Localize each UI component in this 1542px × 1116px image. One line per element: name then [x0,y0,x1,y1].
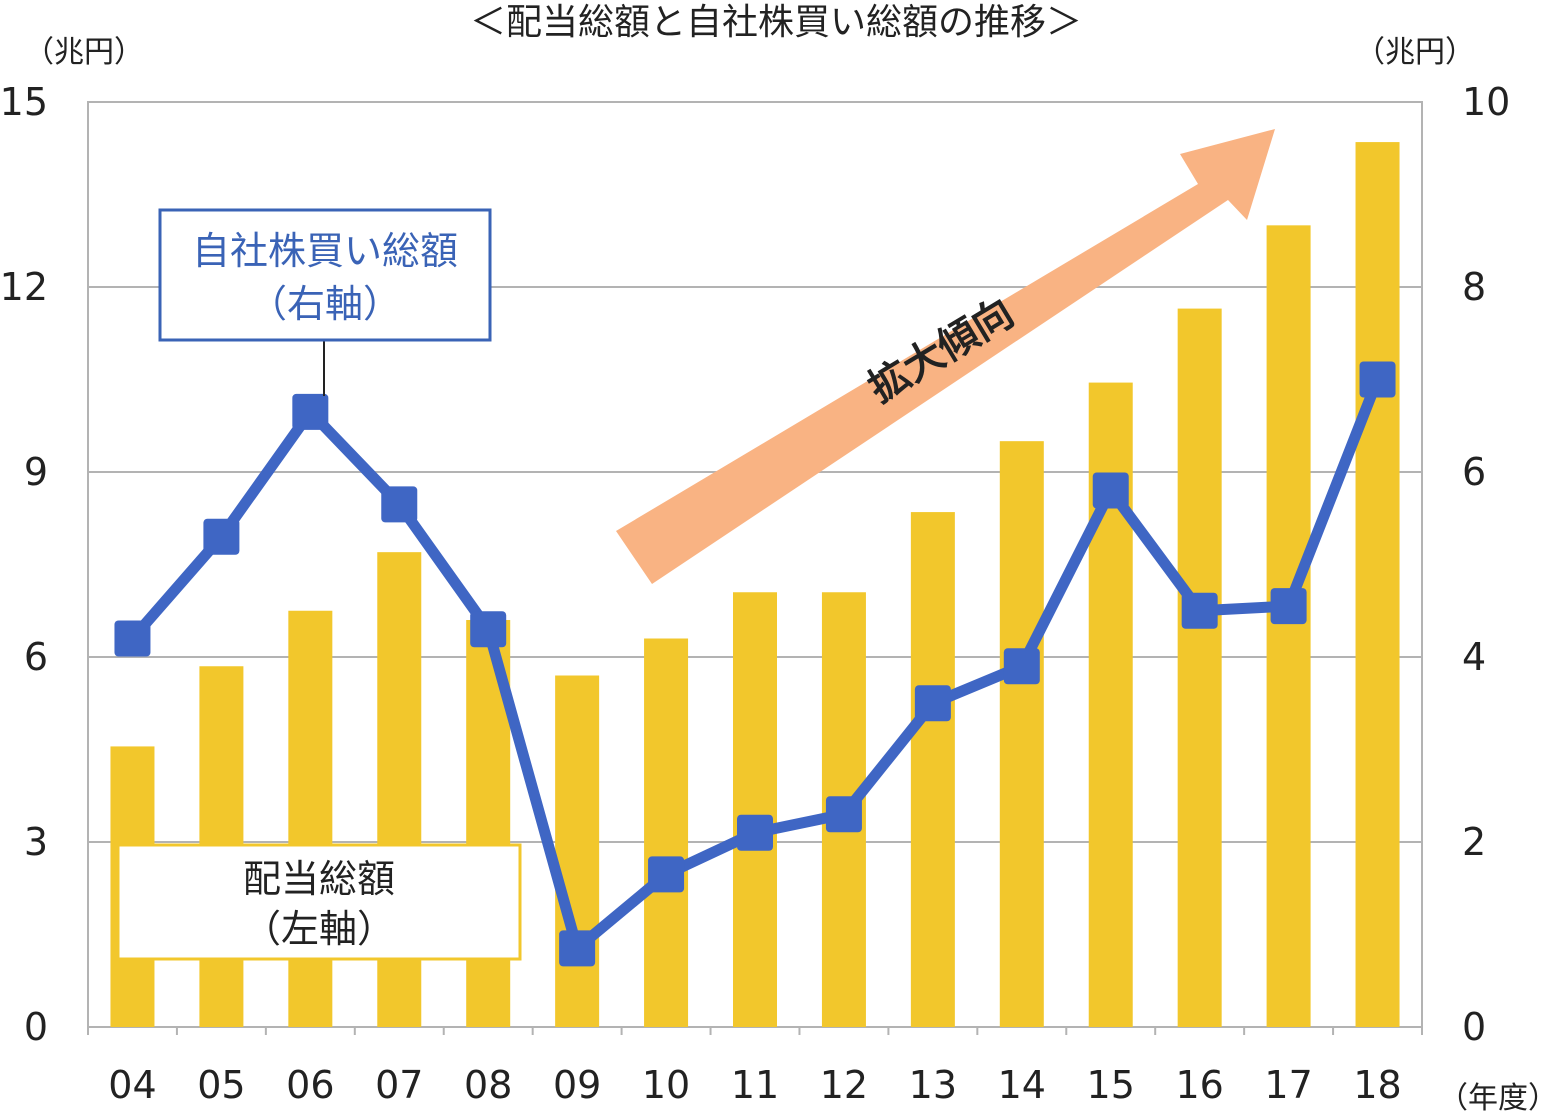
dividend-bar [1355,142,1400,1028]
buyback-marker [914,685,951,722]
right-tick-label: 6 [1462,450,1486,494]
right-tick-label: 10 [1462,80,1510,124]
right-tick-label: 4 [1462,635,1486,679]
buyback-marker [470,611,507,648]
dividend-bar [733,592,777,1027]
buyback-marker [114,620,151,657]
right-tick-label: 0 [1462,1005,1486,1049]
line-label-line2: （右軸） [249,282,401,326]
dividend-bar [999,441,1044,1028]
buyback-marker [559,930,596,967]
x-tick-label: 05 [197,1063,245,1107]
x-tick-label: 16 [1175,1063,1223,1107]
x-tick-label: 10 [642,1063,690,1107]
dividend-bar [288,610,333,1027]
x-tick-label: 08 [464,1063,512,1107]
dividend-bar [1266,225,1311,1028]
bar-label-line1: 配当総額 [243,857,395,901]
buyback-marker [737,814,773,851]
left-tick-label: 9 [24,450,48,494]
buyback-marker [292,393,329,430]
bar-series-label: 配当総額 （左軸） [116,843,522,961]
chart-title: ＜配当総額と自社株買い総額の推移＞ [470,2,1082,43]
dividend-bar [555,675,600,1027]
line-series-label: 自社株買い総額 （右軸） [158,208,492,396]
right-tick-label: 8 [1462,265,1486,309]
x-axis-unit: （年度） [1438,1081,1542,1116]
bar-label-line2: （左軸） [243,907,395,951]
x-tick-label: 07 [375,1063,423,1107]
x-tick-label: 15 [1087,1063,1135,1107]
buyback-marker [1003,648,1040,685]
buyback-marker [825,796,862,833]
dividend-bar [910,512,955,1027]
left-tick-label: 6 [24,635,48,679]
x-tick-label: 06 [286,1063,334,1107]
buyback-marker [1181,592,1218,629]
x-tick-label: 18 [1353,1063,1401,1107]
left-tick-label: 12 [0,265,48,309]
x-tick-label: 04 [108,1063,156,1107]
x-tick-label: 17 [1264,1063,1312,1107]
right-tick-label: 2 [1462,820,1486,864]
dividend-bars [110,142,1400,1028]
line-label-line1: 自社株買い総額 [192,229,458,273]
buyback-marker [1359,361,1396,398]
left-tick-label: 15 [0,80,48,124]
line-label-box [158,208,492,342]
x-tick-label: 11 [731,1063,779,1107]
buyback-marker [381,486,418,523]
bar-label-box [116,843,522,961]
axes: 0 3 6 9 12 15 0 2 4 6 8 10 04 05 06 07 08 09 10 11 12 13 14 15 1… [0,80,1510,1107]
left-axis-unit: （兆円） [24,35,144,70]
buyback-marker [648,856,685,893]
right-axis-unit: （兆円） [1355,35,1475,70]
x-tick-label: 13 [909,1063,957,1107]
buyback-line [114,361,1396,967]
dividend-bar [644,638,689,1027]
left-tick-label: 3 [24,820,48,864]
buyback-marker [203,518,240,555]
buyback-marker [1092,472,1129,509]
trend-arrow-shape [616,129,1275,584]
buyback-marker [1270,588,1307,625]
left-tick-label: 0 [24,1005,48,1049]
x-tick-label: 09 [553,1063,601,1107]
x-tick-label: 12 [820,1063,868,1107]
x-tick-label: 14 [998,1063,1046,1107]
dividend-bar [1177,308,1222,1027]
